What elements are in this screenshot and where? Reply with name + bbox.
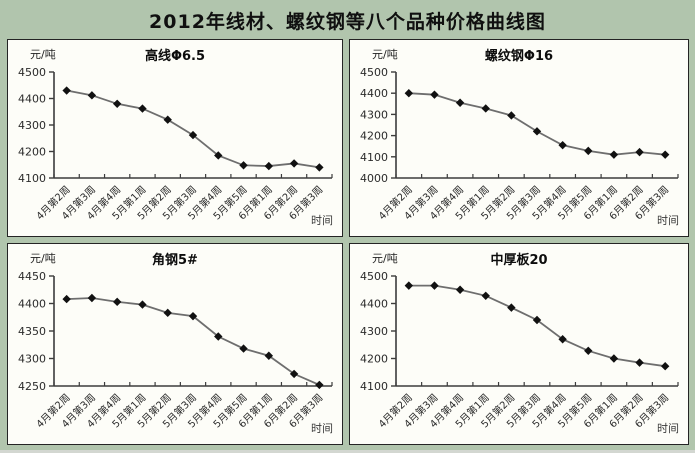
svg-text:4500: 4500 xyxy=(360,270,388,283)
y-unit-label: 元/吨 xyxy=(30,252,56,265)
svg-text:4400: 4400 xyxy=(18,298,46,311)
figure-title: 2012年线材、螺纹钢等八个品种价格曲线图 xyxy=(149,11,546,33)
chart-title: 高线Φ6.5 xyxy=(144,49,206,64)
svg-text:4300: 4300 xyxy=(18,119,46,132)
svg-text:4200: 4200 xyxy=(18,146,46,159)
svg-text:4200: 4200 xyxy=(360,130,388,143)
chart-panel-rebar: 元/吨 螺纹钢Φ16 4000 4100 4200 4300 4400 4500 4月第2周… xyxy=(349,39,689,237)
x-axis-label: 时间 xyxy=(657,214,679,227)
svg-text:4200: 4200 xyxy=(360,353,388,366)
line-chart-medium-plate: 410042004300440045004月第2周4月第3周4月第4周5月第1周… xyxy=(360,270,679,430)
svg-text:4250: 4250 xyxy=(18,380,46,393)
svg-text:4300: 4300 xyxy=(18,353,46,366)
svg-text:4300: 4300 xyxy=(360,325,388,338)
svg-text:4000: 4000 xyxy=(360,172,388,185)
line-chart-angle-steel: 425043004350440044504月第2周4月第3周4月第4周5月第1周… xyxy=(18,270,333,430)
svg-text:4100: 4100 xyxy=(360,380,388,393)
line-chart-rebar: 4000410042004300440045004月第2周4月第3周4月第4周5… xyxy=(360,66,679,222)
svg-text:4100: 4100 xyxy=(18,172,46,185)
svg-text:4450: 4450 xyxy=(18,270,46,283)
x-axis-label: 时间 xyxy=(657,422,679,435)
svg-text:4100: 4100 xyxy=(360,151,388,164)
svg-text:4500: 4500 xyxy=(18,66,46,79)
chart-title: 中厚板20 xyxy=(490,253,548,268)
svg-text:4400: 4400 xyxy=(360,87,388,100)
chart-panel-medium-plate: 元/吨 中厚板20 4100 4200 4300 4400 4500 4月第2周 4月第3周… xyxy=(349,243,689,445)
chart-panel-high-wire: 元/吨 高线Φ6.5 4100 4200 4300 4400 4500 4月第2周 4月第3… xyxy=(7,39,343,237)
x-axis-label: 时间 xyxy=(311,422,333,435)
y-unit-label: 元/吨 xyxy=(30,48,56,61)
svg-text:4500: 4500 xyxy=(360,66,388,79)
chart-title: 螺纹钢Φ16 xyxy=(484,49,554,64)
svg-text:4400: 4400 xyxy=(360,298,388,311)
y-unit-label: 元/吨 xyxy=(372,48,398,61)
line-chart-high-wire: 410042004300440045004月第2周4月第3周4月第4周5月第1周… xyxy=(18,66,333,222)
chart-title: 角钢5# xyxy=(152,253,198,268)
window-bottom-edge xyxy=(0,450,695,453)
svg-text:4400: 4400 xyxy=(18,93,46,106)
chart-panel-angle-steel: 元/吨 角钢5# 4250 4300 4350 4400 4450 4月第2周 4月第3周 4… xyxy=(7,243,343,445)
svg-text:4300: 4300 xyxy=(360,108,388,121)
y-unit-label: 元/吨 xyxy=(372,252,398,265)
x-axis-label: 时间 xyxy=(311,214,333,227)
svg-text:4350: 4350 xyxy=(18,325,46,338)
